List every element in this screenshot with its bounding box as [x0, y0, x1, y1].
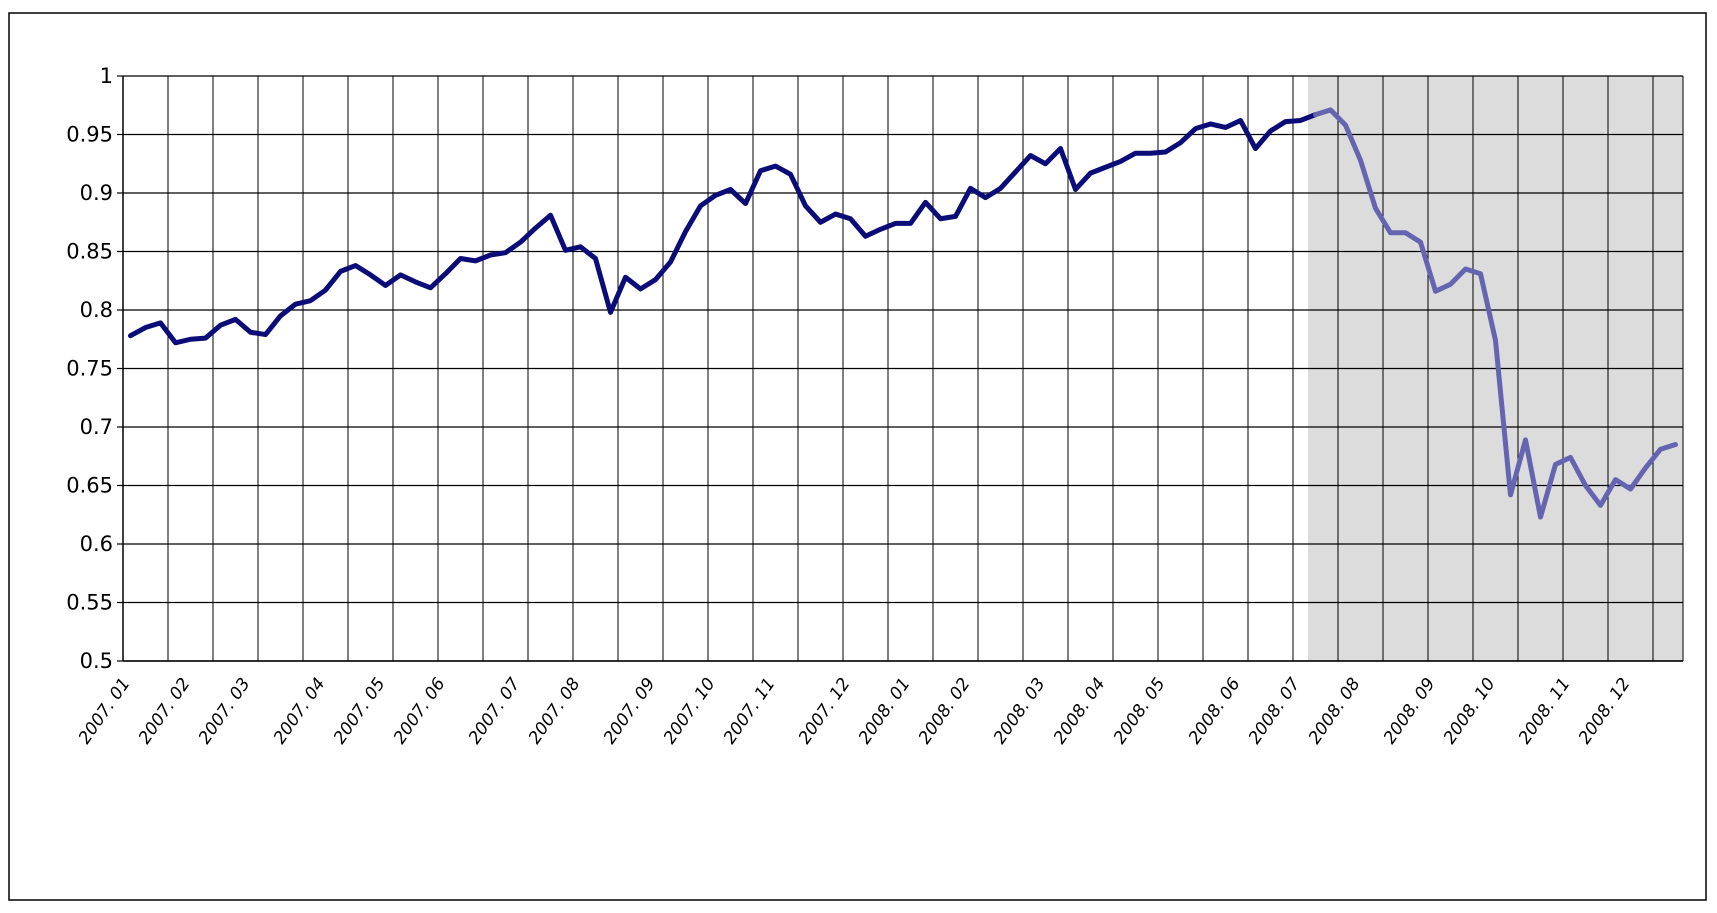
y-tick-label: 0.5	[80, 649, 113, 673]
y-tick-label: 0.75	[66, 357, 113, 381]
y-tick-label: 0.95	[66, 123, 113, 147]
y-tick-label: 0.8	[80, 298, 113, 322]
y-tick-label: 0.55	[66, 591, 113, 615]
y-tick-label: 0.85	[66, 240, 113, 264]
y-tick-label: 0.9	[80, 181, 113, 205]
y-tick-label: 0.6	[80, 532, 113, 556]
y-tick-label: 0.65	[66, 474, 113, 498]
y-tick-label: 1	[100, 64, 113, 88]
line-series	[1313, 107, 1678, 520]
y-tick-label: 0.7	[80, 415, 113, 439]
line-series	[128, 112, 1318, 346]
